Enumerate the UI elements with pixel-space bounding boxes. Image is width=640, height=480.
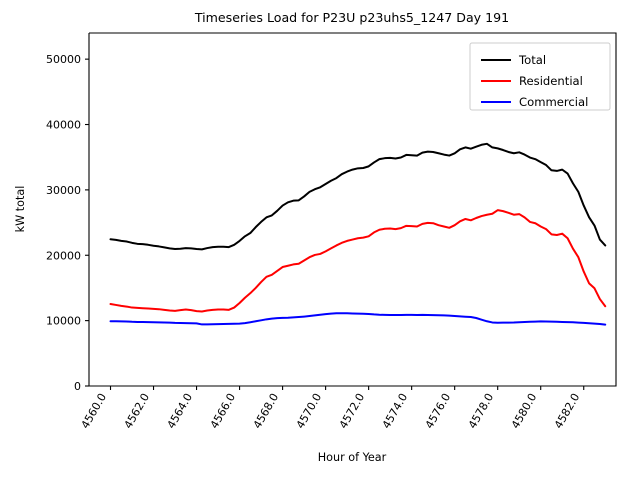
legend-label-residential: Residential [519, 74, 583, 88]
plot-frame [88, 32, 617, 387]
y-tick-label: 0 [74, 380, 81, 393]
data-series-group [109, 142, 607, 326]
y-axis-label: kW total [14, 186, 27, 233]
y-tick-label: 50000 [46, 53, 81, 66]
series-line-total [109, 142, 607, 251]
y-tick-label: 20000 [46, 249, 81, 262]
legend-label-total: Total [518, 53, 546, 67]
axes-spines [88, 32, 617, 387]
y-axis-ticks: 0 10000 20000 30000 40000 50000 [46, 53, 89, 393]
y-tick-label: 10000 [46, 315, 81, 328]
chart-legend[interactable]: Total Residential Commercial [469, 42, 611, 111]
series-line-residential [109, 209, 607, 313]
series-line-commercial [109, 312, 607, 326]
legend-label-commercial: Commercial [519, 95, 588, 109]
chart-title: Timeseries Load for P23U p23uhs5_1247 Da… [194, 10, 509, 25]
y-tick-label: 30000 [46, 184, 81, 197]
y-tick-label: 40000 [46, 119, 81, 132]
x-axis-label: Hour of Year [318, 451, 387, 464]
